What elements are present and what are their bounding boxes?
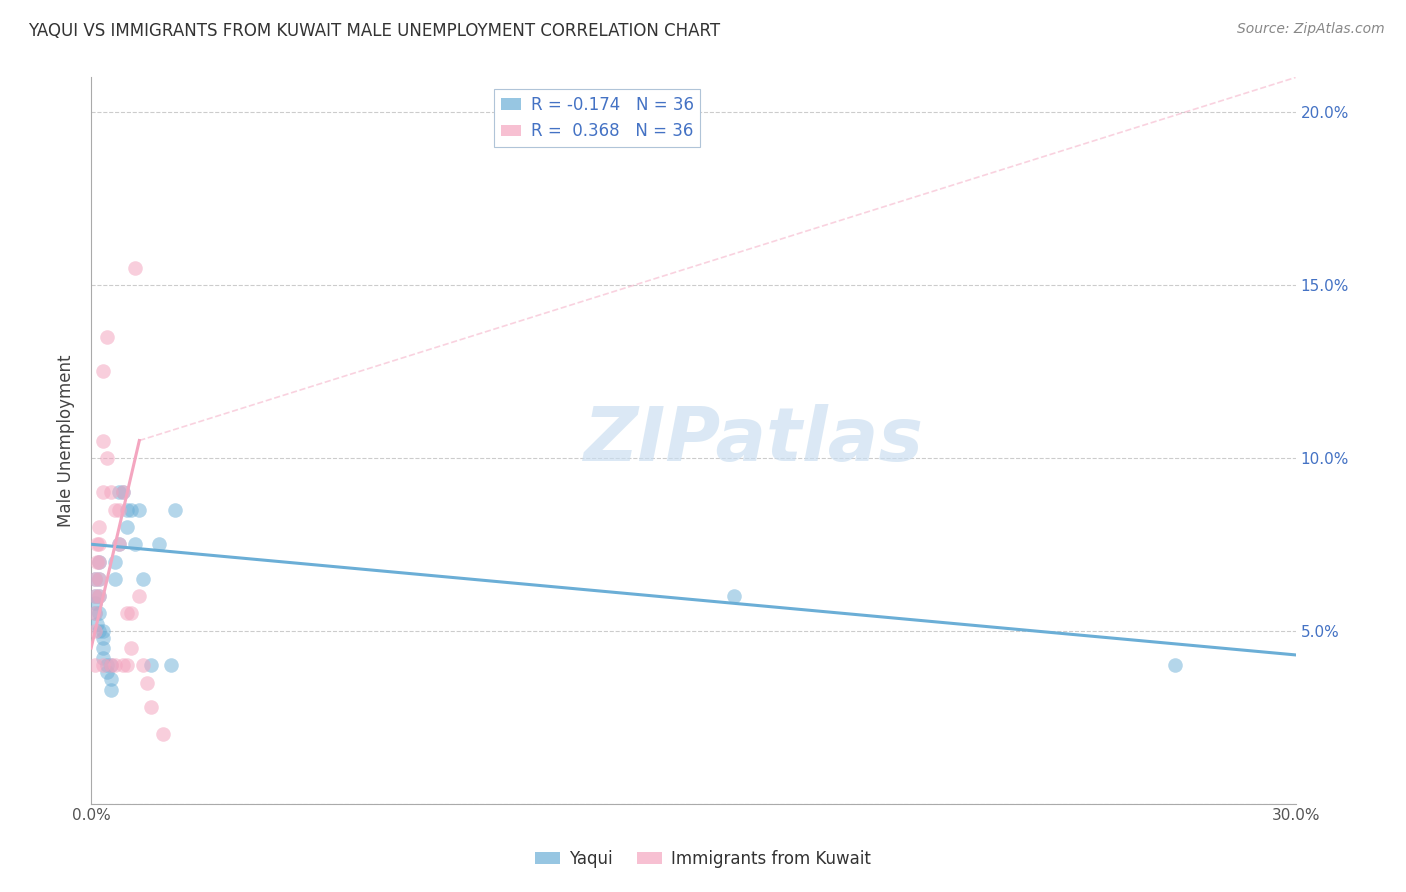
Point <box>141 699 163 714</box>
Point <box>84 589 107 603</box>
Point <box>100 658 122 673</box>
Point <box>104 502 127 516</box>
Point <box>152 727 174 741</box>
Point <box>89 520 111 534</box>
Point <box>132 658 155 673</box>
Point <box>104 555 127 569</box>
Point <box>117 607 139 621</box>
Point <box>100 672 122 686</box>
Point <box>108 537 131 551</box>
Point <box>89 555 111 569</box>
Point <box>112 485 135 500</box>
Point <box>84 589 107 603</box>
Point <box>84 607 107 621</box>
Point <box>117 520 139 534</box>
Point <box>128 502 150 516</box>
Point <box>100 682 122 697</box>
Point <box>91 364 114 378</box>
Point <box>141 658 163 673</box>
Point <box>91 485 114 500</box>
Point <box>112 658 135 673</box>
Point <box>124 537 146 551</box>
Point <box>104 572 127 586</box>
Point <box>89 537 111 551</box>
Point <box>84 658 107 673</box>
Point <box>84 596 107 610</box>
Y-axis label: Male Unemployment: Male Unemployment <box>58 354 75 527</box>
Point <box>148 537 170 551</box>
Point <box>89 607 111 621</box>
Point <box>108 502 131 516</box>
Point <box>86 555 108 569</box>
Point <box>120 502 142 516</box>
Point <box>96 665 118 680</box>
Point <box>160 658 183 673</box>
Point <box>89 572 111 586</box>
Point <box>723 589 745 603</box>
Point <box>89 589 111 603</box>
Point <box>108 485 131 500</box>
Point <box>91 640 114 655</box>
Point <box>120 607 142 621</box>
Point <box>100 658 122 673</box>
Point <box>91 631 114 645</box>
Point <box>108 537 131 551</box>
Point <box>89 624 111 638</box>
Point <box>86 537 108 551</box>
Text: ZIPatlas: ZIPatlas <box>583 404 924 477</box>
Point <box>104 658 127 673</box>
Point <box>84 624 107 638</box>
Point <box>124 260 146 275</box>
Point <box>91 658 114 673</box>
Point <box>84 572 107 586</box>
Point <box>89 572 111 586</box>
Point <box>117 502 139 516</box>
Point <box>100 485 122 500</box>
Point <box>112 485 135 500</box>
Point <box>96 450 118 465</box>
Point <box>136 675 159 690</box>
Point <box>117 658 139 673</box>
Point <box>1164 658 1187 673</box>
Point <box>96 330 118 344</box>
Point <box>91 434 114 448</box>
Point <box>84 607 107 621</box>
Point <box>89 555 111 569</box>
Point <box>120 640 142 655</box>
Legend: R = -0.174   N = 36, R =  0.368   N = 36: R = -0.174 N = 36, R = 0.368 N = 36 <box>494 89 700 147</box>
Text: YAQUI VS IMMIGRANTS FROM KUWAIT MALE UNEMPLOYMENT CORRELATION CHART: YAQUI VS IMMIGRANTS FROM KUWAIT MALE UNE… <box>28 22 720 40</box>
Point <box>165 502 187 516</box>
Text: Source: ZipAtlas.com: Source: ZipAtlas.com <box>1237 22 1385 37</box>
Point <box>91 651 114 665</box>
Point <box>84 572 107 586</box>
Point <box>89 589 111 603</box>
Point <box>86 616 108 631</box>
Point <box>96 658 118 673</box>
Point <box>91 624 114 638</box>
Point <box>132 572 155 586</box>
Point <box>128 589 150 603</box>
Legend: Yaqui, Immigrants from Kuwait: Yaqui, Immigrants from Kuwait <box>529 844 877 875</box>
